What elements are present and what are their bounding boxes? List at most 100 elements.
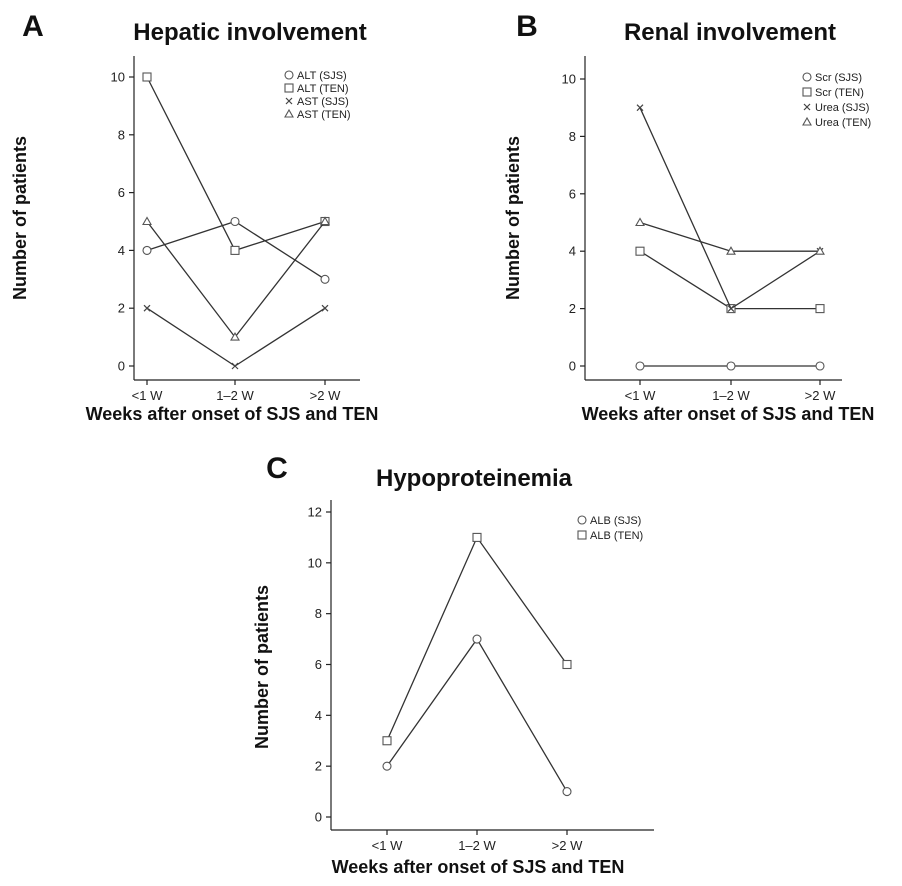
- panel-a-series-alt-ten-point: [143, 73, 151, 81]
- panel-c-letter: C: [266, 452, 288, 485]
- panel-b-legend-label: Scr (TEN): [815, 87, 864, 99]
- panel-b-x-axis-title: Weeks after onset of SJS and TEN: [582, 404, 875, 424]
- panel-a-y-tick-label: 6: [118, 185, 125, 200]
- panel-a-series-alt-sjs-point: [321, 275, 329, 283]
- panel-b-x-tick-label: >2 W: [805, 388, 836, 403]
- panel-c-series-alb-ten-point: [473, 533, 481, 541]
- panel-a-y-tick-label: 10: [111, 70, 125, 85]
- panel-c-series-alb-ten-point: [383, 737, 391, 745]
- panel-b-series-urea-ten: [636, 219, 824, 255]
- panel-c-series-alb-sjs-point: [563, 788, 571, 796]
- panel-c-x-tick-label: >2 W: [552, 838, 583, 853]
- panel-b-series-urea-sjs-line: [640, 108, 820, 309]
- panel-b-series-scr-sjs-point: [636, 362, 644, 370]
- panel-c: C Hypoproteinemia 0 2 4 6 8 10 12 <1 W 1–2 W >2 W We…: [252, 452, 654, 877]
- panel-c-y-axis-title: Number of patients: [252, 585, 272, 749]
- panel-b-title: Renal involvement: [624, 19, 836, 46]
- panel-b-series-scr-sjs-point: [727, 362, 735, 370]
- panel-b-y-tick-label: 4: [569, 244, 576, 259]
- panel-c-x-axis-title: Weeks after onset of SJS and TEN: [332, 857, 625, 877]
- panel-b-series-urea-sjs-point: [637, 105, 643, 111]
- panel-a-series-ast-sjs-point: [144, 305, 150, 311]
- panel-c-legend-label: ALB (SJS): [590, 515, 641, 527]
- panel-a-x-tick-label: >2 W: [310, 388, 341, 403]
- panel-a-y-axis-title: Number of patients: [10, 136, 30, 300]
- panel-b-series-scr-sjs-point: [816, 362, 824, 370]
- panel-a-series-ast-ten-line: [147, 222, 325, 338]
- panel-b-series-scr-ten-point: [816, 305, 824, 313]
- panel-a-legend-label: ALT (SJS): [297, 70, 347, 82]
- panel-c-legend-marker: [578, 516, 586, 524]
- panel-a-legend-marker: [285, 84, 293, 92]
- panel-b-legend-label: Scr (SJS): [815, 72, 862, 84]
- panel-c-y-tick-label: 12: [308, 505, 322, 520]
- panel-a-series-ast-ten-point: [143, 218, 151, 225]
- panel-b-y-tick-label: 2: [569, 301, 576, 316]
- panel-b-legend-marker: [803, 118, 811, 125]
- panel-b-legend-marker: [803, 88, 811, 96]
- panel-b-series-urea-sjs: [637, 105, 823, 312]
- panel-a-legend-label: ALT (TEN): [297, 83, 349, 95]
- panel-b-legend-label: Urea (TEN): [815, 117, 871, 129]
- panel-b-series-urea-ten-line: [640, 223, 820, 252]
- panel-a-legend-marker: [286, 98, 292, 104]
- panel-c-x-tick-label: <1 W: [372, 838, 403, 853]
- panel-c-series-alb-sjs-line: [387, 639, 567, 792]
- panel-c-x-tick-label: 1–2 W: [458, 838, 496, 853]
- panel-a-legend-marker: [285, 71, 293, 79]
- panel-b-legend-marker: [804, 104, 810, 110]
- panel-b-series-scr-ten-line: [640, 251, 820, 308]
- panel-b-y-tick-label: 8: [569, 129, 576, 144]
- panel-b-series-scr-sjs: [636, 362, 824, 370]
- panel-a-y-tick-label: 2: [118, 301, 125, 316]
- panel-b-series-scr-ten: [636, 247, 824, 312]
- panel-a-series-ast-ten: [143, 218, 329, 341]
- panel-c-series-alb-sjs: [383, 635, 571, 796]
- panel-b: B Renal involvement 0 2 4 6 8 10 <1 W 1–2 W >2 WWe…: [503, 10, 874, 424]
- panel-a-legend-marker: [285, 110, 293, 117]
- panel-b-y-tick-label: 0: [569, 359, 576, 374]
- panel-b-legend-label: Urea (SJS): [815, 102, 869, 114]
- panel-b-y-axis-title: Number of patients: [503, 136, 523, 300]
- panel-b-legend: Scr (SJS) Scr (TEN) Urea (SJS) Urea (TEN): [803, 72, 871, 129]
- panel-c-series-alb-ten-point: [563, 661, 571, 669]
- panel-a-series-alt-sjs-point: [143, 246, 151, 254]
- panel-a-x-tick-label: 1–2 W: [216, 388, 254, 403]
- panel-a-legend: ALT (SJS)ALT (TEN)AST (SJS)AST (TEN): [285, 70, 351, 121]
- panel-c-series-alb-sjs-point: [383, 762, 391, 770]
- panel-c-legend: ALB (SJS) ALB (TEN): [578, 515, 643, 542]
- panel-b-legend-marker: [803, 73, 811, 81]
- panel-a-legend-label: AST (TEN): [297, 109, 351, 121]
- panel-a-y-tick-label: 4: [118, 243, 125, 258]
- panel-a-legend-label: AST (SJS): [297, 96, 349, 108]
- panel-c-y-tick-label: 10: [308, 555, 322, 570]
- panel-a-y-tick-label: 8: [118, 127, 125, 142]
- panel-a-x-tick-label: <1 W: [132, 388, 163, 403]
- panel-a-x-axis-title: Weeks after onset of SJS and TEN: [86, 404, 379, 424]
- panel-a-series-alt-ten-point: [231, 246, 239, 254]
- panel-c-y-tick-label: 4: [315, 708, 322, 723]
- panel-c-series-alb-sjs-point: [473, 635, 481, 643]
- panel-b-x-tick-label: 1–2 W: [712, 388, 750, 403]
- panel-c-y-tick-label: 8: [315, 606, 322, 621]
- panel-a-series-alt-sjs-point: [231, 218, 239, 226]
- panel-a-title: Hepatic involvement: [133, 19, 366, 46]
- panel-a: A Hepatic involvement 0 2 4 6 8 10 <1 W 1–2 W >2 W…: [10, 10, 378, 424]
- panel-b-x-tick-label: <1 W: [625, 388, 656, 403]
- panel-b-y-tick-label: 6: [569, 186, 576, 201]
- panel-a-y-tick-label: 0: [118, 359, 125, 374]
- panel-a-series-ast-sjs-point: [322, 305, 328, 311]
- panel-c-title: Hypoproteinemia: [376, 465, 573, 492]
- panel-b-letter: B: [516, 10, 538, 43]
- panel-a-series-ast-sjs-point: [232, 363, 238, 369]
- panel-b-y-tick-label: 10: [562, 72, 576, 87]
- panel-b-series-urea-ten-point: [636, 219, 644, 226]
- panel-c-legend-label: ALB (TEN): [590, 530, 643, 542]
- panel-c-y-tick-label: 0: [315, 810, 322, 825]
- panel-b-series-scr-ten-point: [636, 247, 644, 255]
- panel-c-y-tick-label: 2: [315, 759, 322, 774]
- panel-c-legend-marker: [578, 531, 586, 539]
- panel-c-y-tick-label: 6: [315, 657, 322, 672]
- panel-a-letter: A: [22, 10, 44, 43]
